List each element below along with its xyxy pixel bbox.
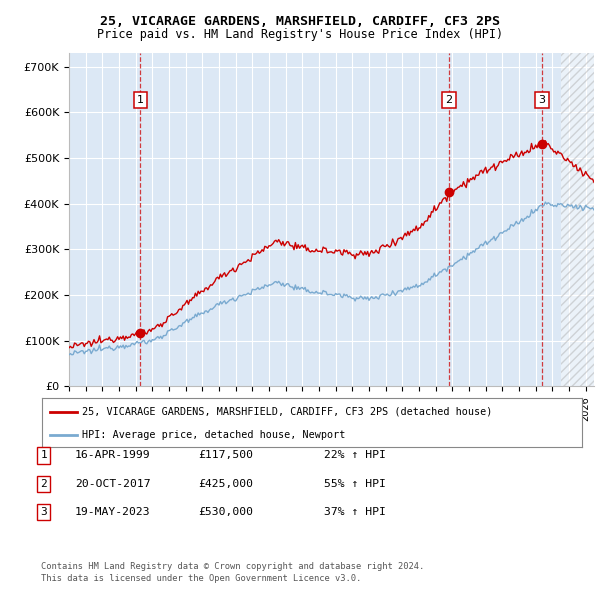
- Text: HPI: Average price, detached house, Newport: HPI: Average price, detached house, Newp…: [83, 430, 346, 440]
- Text: 2: 2: [40, 479, 47, 489]
- Text: 22% ↑ HPI: 22% ↑ HPI: [324, 451, 386, 460]
- Text: 37% ↑ HPI: 37% ↑ HPI: [324, 507, 386, 517]
- Text: 20-OCT-2017: 20-OCT-2017: [75, 479, 151, 489]
- Text: 55% ↑ HPI: 55% ↑ HPI: [324, 479, 386, 489]
- Text: 25, VICARAGE GARDENS, MARSHFIELD, CARDIFF, CF3 2PS: 25, VICARAGE GARDENS, MARSHFIELD, CARDIF…: [100, 15, 500, 28]
- Text: £425,000: £425,000: [198, 479, 253, 489]
- Text: This data is licensed under the Open Government Licence v3.0.: This data is licensed under the Open Gov…: [41, 573, 361, 583]
- Text: 1: 1: [137, 95, 144, 105]
- Text: £117,500: £117,500: [198, 451, 253, 460]
- Text: 19-MAY-2023: 19-MAY-2023: [75, 507, 151, 517]
- Text: £530,000: £530,000: [198, 507, 253, 517]
- Text: 1: 1: [40, 451, 47, 460]
- Text: Contains HM Land Registry data © Crown copyright and database right 2024.: Contains HM Land Registry data © Crown c…: [41, 562, 424, 571]
- Text: Price paid vs. HM Land Registry's House Price Index (HPI): Price paid vs. HM Land Registry's House …: [97, 28, 503, 41]
- Text: 2: 2: [445, 95, 452, 105]
- Text: 25, VICARAGE GARDENS, MARSHFIELD, CARDIFF, CF3 2PS (detached house): 25, VICARAGE GARDENS, MARSHFIELD, CARDIF…: [83, 407, 493, 417]
- Text: 3: 3: [539, 95, 545, 105]
- Bar: [560, 53, 594, 386]
- Text: 3: 3: [40, 507, 47, 517]
- Text: 16-APR-1999: 16-APR-1999: [75, 451, 151, 460]
